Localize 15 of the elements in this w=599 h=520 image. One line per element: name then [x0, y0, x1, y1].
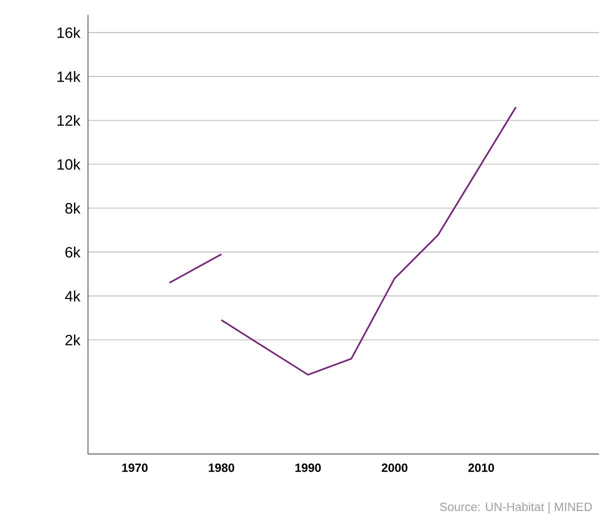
x-tick-label: 2010	[468, 464, 494, 472]
y-tick-label: 14k	[58, 71, 80, 82]
x-tick-label: 1970	[122, 464, 148, 472]
x-tick-label: 2000	[382, 464, 408, 472]
y-tick-label: 4k	[65, 290, 80, 302]
y-tick-label: 12k	[58, 114, 80, 126]
y-tick-label: 10k	[58, 158, 80, 170]
source-note: Source: UN-Habitat | MINED	[440, 502, 592, 514]
x-tick-label: 1980	[208, 464, 234, 472]
y-tick-label: 16k	[58, 27, 80, 38]
line-series	[220, 106, 517, 376]
x-tick-label: 1990	[295, 464, 321, 472]
y-tick-label: 6k	[65, 246, 80, 258]
y-tick-label: 8k	[65, 202, 80, 214]
y-tick-label: 2k	[65, 334, 80, 346]
